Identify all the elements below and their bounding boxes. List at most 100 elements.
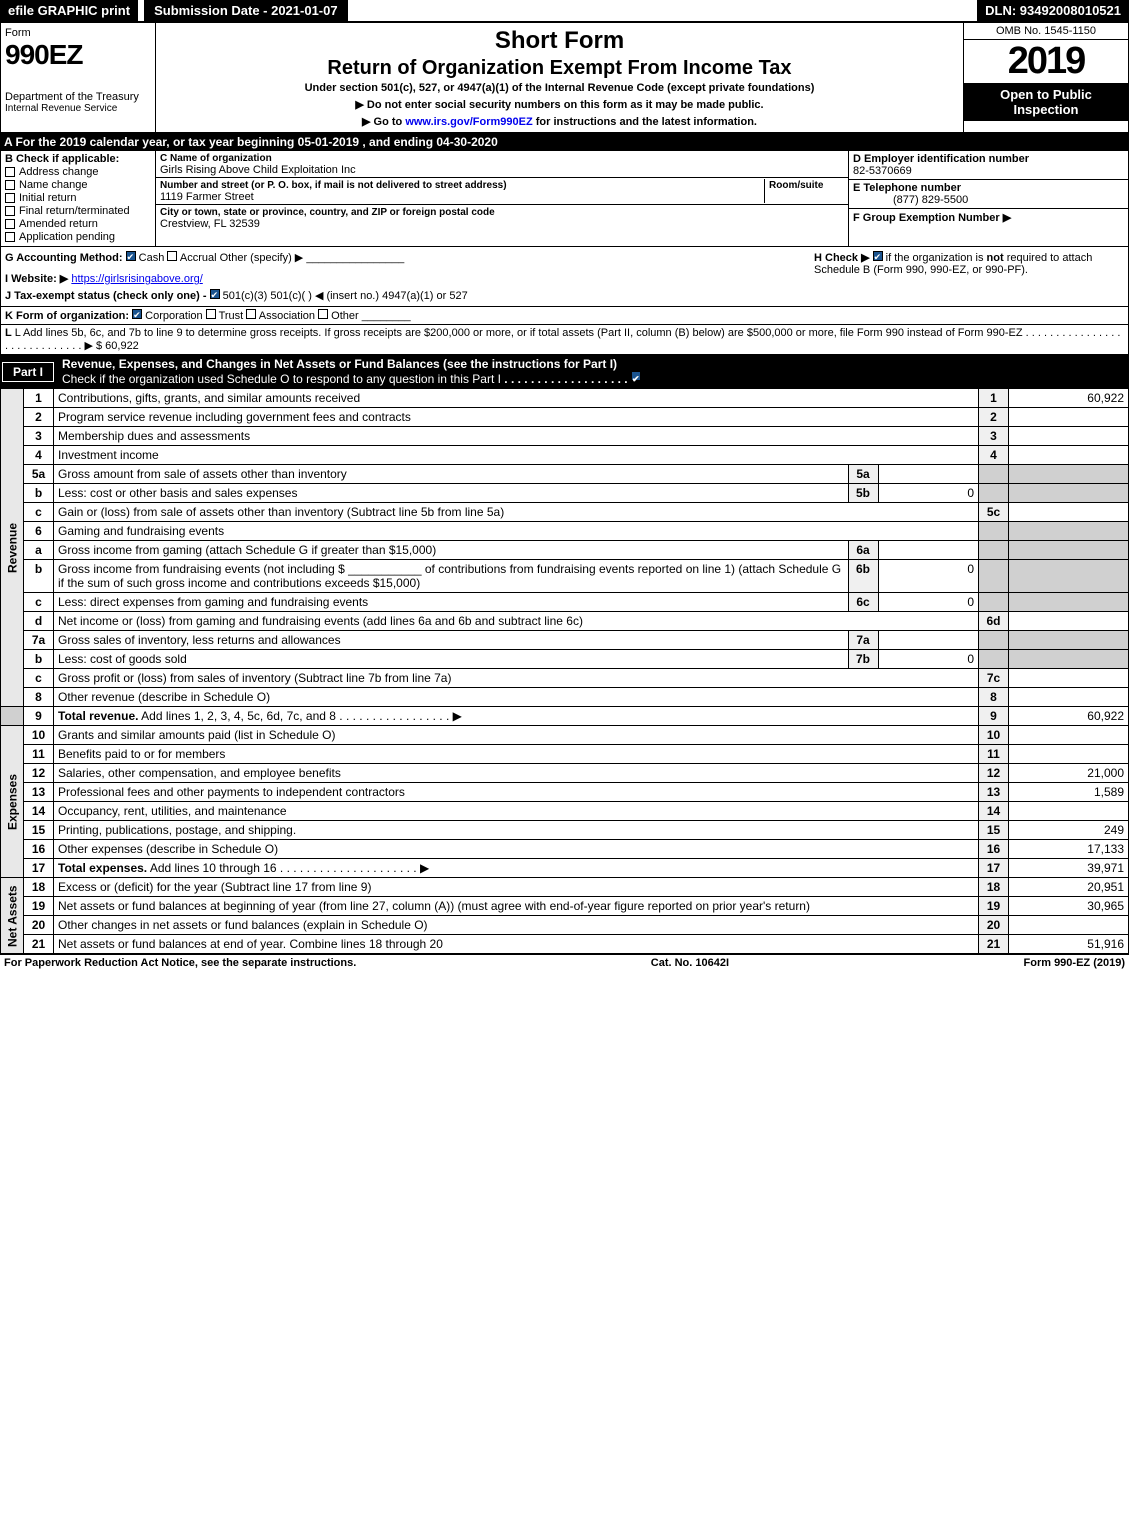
check-other[interactable] [318, 309, 328, 319]
table-row: 8Other revenue (describe in Schedule O)8 [1, 688, 1129, 707]
submission-date: Submission Date - 2021-01-07 [144, 0, 348, 21]
check-final-return[interactable]: Final return/terminated [5, 205, 151, 217]
c-addr-label: Number and street (or P. O. box, if mail… [160, 180, 507, 191]
check-initial-return[interactable]: Initial return [5, 192, 151, 204]
amt-12: 21,000 [1009, 764, 1129, 783]
table-row: 5aGross amount from sale of assets other… [1, 465, 1129, 484]
org-name: Girls Rising Above Child Exploitation In… [160, 164, 356, 176]
tax-year-row: A For the 2019 calendar year, or tax yea… [0, 133, 1129, 151]
table-row: 12Salaries, other compensation, and empl… [1, 764, 1129, 783]
ein: 82-5370669 [853, 165, 912, 177]
table-row: 14Occupancy, rent, utilities, and mainte… [1, 802, 1129, 821]
j-opts: 501(c)(3) 501(c)( ) ◀ (insert no.) 4947(… [223, 290, 468, 302]
c-name-label: C Name of organization [160, 153, 272, 164]
dln: DLN: 93492008010521 [977, 0, 1129, 21]
check-501c3[interactable] [210, 289, 220, 299]
table-row: 3Membership dues and assessments3 [1, 427, 1129, 446]
f-label: F Group Exemption Number ▶ [853, 212, 1011, 224]
table-row: 4Investment income4 [1, 446, 1129, 465]
table-row: 20Other changes in net assets or fund ba… [1, 916, 1129, 935]
amt-16: 17,133 [1009, 840, 1129, 859]
return-title: Return of Organization Exempt From Incom… [166, 57, 953, 80]
under-section: Under section 501(c), 527, or 4947(a)(1)… [166, 82, 953, 94]
amt-21: 51,916 [1009, 935, 1129, 954]
form-label: Form [5, 27, 151, 39]
org-address: 1119 Farmer Street [160, 191, 254, 203]
website-link[interactable]: https://girlsrisingabove.org/ [71, 273, 202, 285]
irs: Internal Revenue Service [5, 103, 151, 114]
amt-19: 30,965 [1009, 897, 1129, 916]
section-ghij: G Accounting Method: Cash Accrual Other … [0, 247, 1129, 307]
phone: (877) 829-5500 [853, 194, 968, 206]
check-corp[interactable] [132, 309, 142, 319]
amt-15: 249 [1009, 821, 1129, 840]
table-row: bLess: cost of goods sold7b0 [1, 650, 1129, 669]
part1-table: Revenue 1Contributions, gifts, grants, a… [0, 388, 1129, 954]
check-trust[interactable] [206, 309, 216, 319]
e-label: E Telephone number [853, 182, 961, 194]
table-row: 15Printing, publications, postage, and s… [1, 821, 1129, 840]
form-number: 990EZ [5, 39, 151, 71]
org-city: Crestview, FL 32539 [160, 218, 260, 230]
footer-right: Form 990-EZ (2019) [1024, 957, 1126, 969]
irs-link[interactable]: www.irs.gov/Form990EZ [405, 116, 532, 128]
footer-center: Cat. No. 10642I [651, 957, 729, 969]
check-accrual[interactable] [167, 251, 177, 261]
table-row: 17Total expenses. Add lines 10 through 1… [1, 859, 1129, 878]
omb-number: OMB No. 1545-1150 [964, 23, 1128, 40]
check-sched-o[interactable] [631, 371, 641, 381]
j-label: J Tax-exempt status (check only one) - [5, 290, 210, 302]
b-label: B Check if applicable: [5, 153, 151, 165]
no-ssn-note: ▶ Do not enter social security numbers o… [166, 98, 953, 111]
amt-13: 1,589 [1009, 783, 1129, 802]
info-section: B Check if applicable: Address change Na… [0, 151, 1129, 247]
room-label: Room/suite [769, 180, 823, 191]
table-row: bGross income from fundraising events (n… [1, 560, 1129, 593]
g-label: G Accounting Method: [5, 252, 123, 264]
table-row: cGross profit or (loss) from sales of in… [1, 669, 1129, 688]
part-1-header: Part I Revenue, Expenses, and Changes in… [0, 355, 1129, 388]
netassets-label: Net Assets [1, 878, 24, 954]
table-row: dNet income or (loss) from gaming and fu… [1, 612, 1129, 631]
table-row: 16Other expenses (describe in Schedule O… [1, 840, 1129, 859]
d-label: D Employer identification number [853, 153, 1029, 165]
check-name-change[interactable]: Name change [5, 179, 151, 191]
part-title: Revenue, Expenses, and Changes in Net As… [62, 357, 1127, 386]
amt-17: 39,971 [1009, 859, 1129, 878]
table-row: 19Net assets or fund balances at beginni… [1, 897, 1129, 916]
table-row: Net Assets 18Excess or (deficit) for the… [1, 878, 1129, 897]
top-bar: efile GRAPHIC print Submission Date - 20… [0, 0, 1129, 22]
table-row: 11Benefits paid to or for members11 [1, 745, 1129, 764]
check-h[interactable] [873, 251, 883, 261]
revenue-label: Revenue [1, 389, 24, 707]
form-header: Form 990EZ Department of the Treasury In… [0, 22, 1129, 133]
amt-1: 60,922 [1009, 389, 1129, 408]
goto-note: ▶ Go to www.irs.gov/Form990EZ for instru… [166, 115, 953, 128]
table-row: 9Total revenue. Add lines 1, 2, 3, 4, 5c… [1, 707, 1129, 726]
table-row: 2Program service revenue including gover… [1, 408, 1129, 427]
short-form-title: Short Form [166, 27, 953, 55]
check-amended[interactable]: Amended return [5, 218, 151, 230]
table-row: 13Professional fees and other payments t… [1, 783, 1129, 802]
part-badge: Part I [2, 362, 54, 382]
l-line: L L Add lines 5b, 6c, and 7b to line 9 t… [0, 325, 1129, 355]
table-row: Revenue 1Contributions, gifts, grants, a… [1, 389, 1129, 408]
check-cash[interactable] [126, 251, 136, 261]
i-label: I Website: ▶ [5, 273, 68, 285]
h-label: H Check ▶ [814, 252, 873, 264]
department: Department of the Treasury [5, 91, 151, 103]
check-address-change[interactable]: Address change [5, 166, 151, 178]
check-assoc[interactable] [246, 309, 256, 319]
check-app-pending[interactable]: Application pending [5, 231, 151, 243]
open-public: Open to Public Inspection [964, 83, 1128, 121]
l-amount: ▶ $ 60,922 [84, 340, 138, 352]
table-row: cLess: direct expenses from gaming and f… [1, 593, 1129, 612]
table-row: aGross income from gaming (attach Schedu… [1, 541, 1129, 560]
table-row: 7aGross sales of inventory, less returns… [1, 631, 1129, 650]
footer: For Paperwork Reduction Act Notice, see … [0, 954, 1129, 971]
c-city-label: City or town, state or province, country… [160, 207, 495, 218]
table-row: bLess: cost or other basis and sales exp… [1, 484, 1129, 503]
table-row: 6Gaming and fundraising events [1, 522, 1129, 541]
amt-18: 20,951 [1009, 878, 1129, 897]
table-row: cGain or (loss) from sale of assets othe… [1, 503, 1129, 522]
